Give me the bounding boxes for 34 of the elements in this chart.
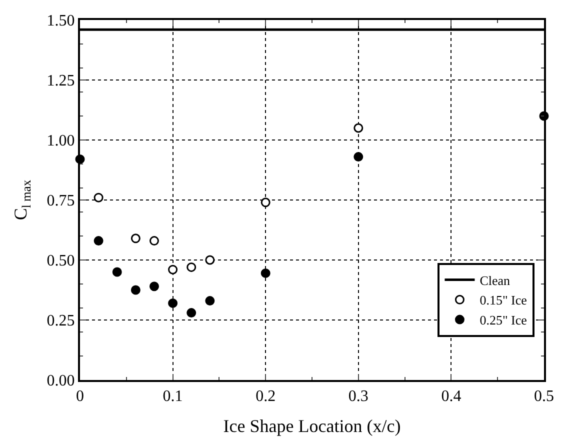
y-tick-label: 0.75 (46, 192, 75, 210)
point (186, 262, 196, 272)
legend-label: Clean (480, 272, 511, 288)
point (149, 282, 159, 292)
x-tick-label: 0.2 (256, 388, 276, 406)
x-tick-label: 0 (76, 388, 84, 406)
x-tick-label: 0.5 (534, 388, 554, 406)
point (168, 264, 178, 274)
y-tick-label: 0.25 (46, 312, 75, 330)
legend-label: 0.15" Ice (480, 292, 528, 308)
point (354, 152, 364, 162)
point (130, 234, 140, 244)
y-tick-label: 0.50 (46, 252, 75, 270)
point (168, 298, 178, 308)
point (94, 192, 104, 202)
point (260, 268, 270, 278)
x-axis-title: Ice Shape Location (x/c) (223, 416, 401, 436)
x-tick-label: 0.3 (348, 388, 368, 406)
point (354, 123, 364, 133)
x-tick-label: 0.1 (162, 388, 183, 406)
y-tick-label: 1.00 (46, 132, 75, 150)
y-tick-label: 0.00 (46, 372, 75, 390)
point (205, 255, 215, 265)
y-tick-label: 1.50 (46, 12, 75, 30)
legend-label: 0.25" Ice (480, 312, 528, 328)
point (149, 236, 159, 246)
point (186, 308, 196, 318)
point (94, 236, 104, 246)
point (112, 267, 122, 277)
point (130, 285, 140, 295)
point (260, 198, 270, 208)
y-tick-label: 1.25 (46, 72, 75, 90)
point (205, 296, 215, 306)
x-tick-label: 0.4 (441, 388, 462, 406)
